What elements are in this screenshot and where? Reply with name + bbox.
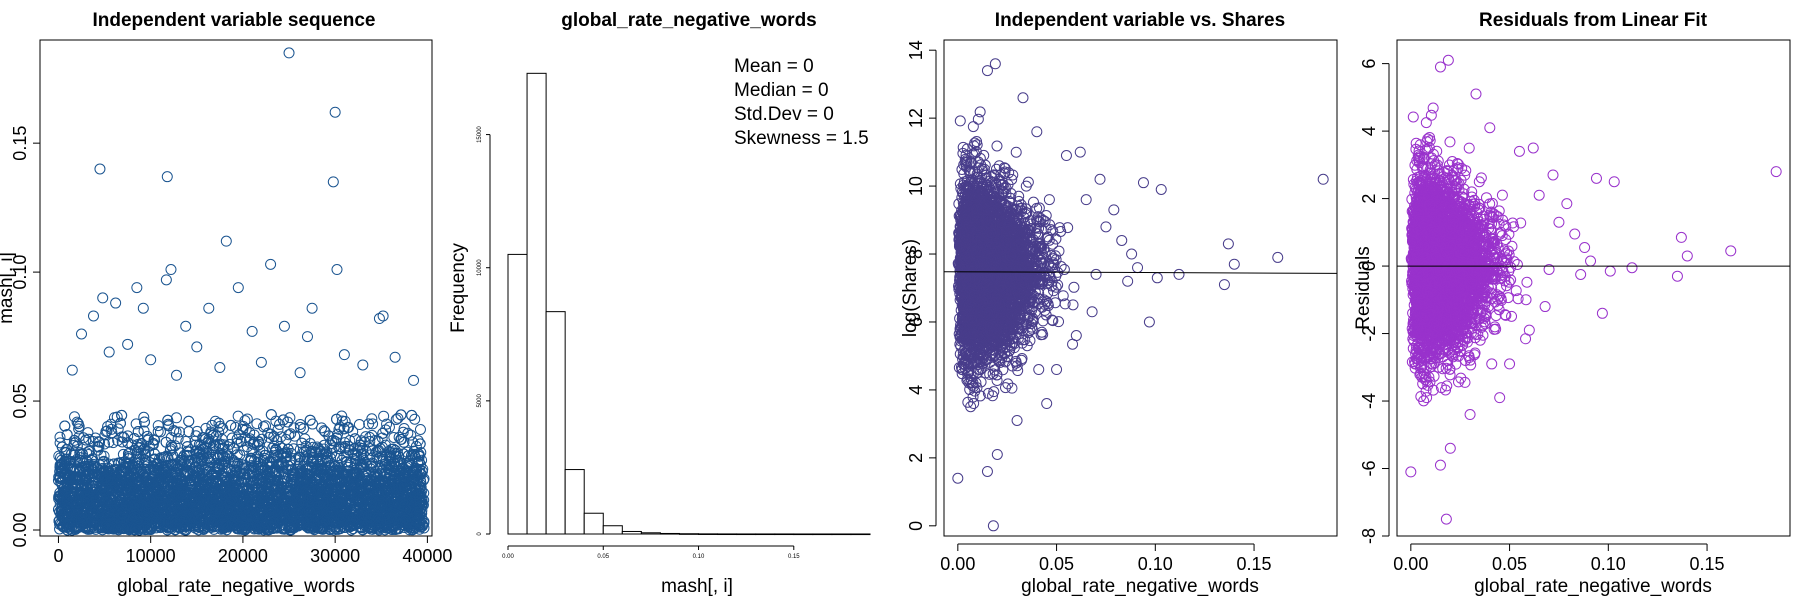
- background-point: [60, 421, 70, 431]
- y-tick-label: 0.00: [10, 512, 30, 547]
- background-point: [242, 414, 252, 424]
- x-tick-label: 20000: [218, 546, 268, 566]
- x-tick-label: 40000: [402, 546, 452, 566]
- y-tick-label: 0.15: [10, 126, 30, 161]
- panel-index-plot: Independent variable sequence global_rat…: [0, 10, 452, 597]
- background-point: [396, 434, 406, 444]
- background-point: [415, 425, 425, 435]
- x-axis-ticks: 0 10000 20000 30000 40000: [53, 536, 452, 566]
- y-tick-label: 0.05: [10, 384, 30, 419]
- y-axis-ticks: 0.00 0.05 0.10 0.15: [10, 126, 40, 548]
- x-tick-label: 30000: [310, 546, 360, 566]
- background-point: [229, 444, 239, 454]
- background-point: [153, 421, 163, 431]
- panel-title: Independent variable sequence: [93, 10, 376, 31]
- y-tick-label: 0.10: [10, 255, 30, 290]
- background-point: [233, 411, 243, 421]
- data-points: [53, 48, 429, 535]
- background-point: [354, 420, 364, 430]
- x-tick-label: 10000: [126, 546, 176, 566]
- x-tick-label: 0: [53, 546, 63, 566]
- background-point: [184, 416, 194, 426]
- x-axis-label: global_rate_negative_words: [117, 576, 355, 597]
